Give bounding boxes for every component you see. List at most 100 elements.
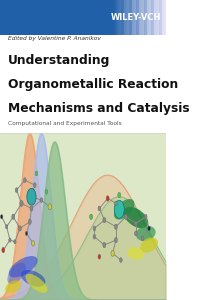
Bar (121, 0, 123, 34)
Circle shape (15, 188, 18, 193)
Circle shape (118, 192, 121, 198)
Text: WILEY-VCH: WILEY-VCH (110, 13, 161, 22)
Ellipse shape (21, 270, 45, 287)
Bar (150, 0, 151, 34)
Text: Understanding: Understanding (8, 54, 111, 67)
Circle shape (106, 196, 109, 201)
Ellipse shape (25, 274, 47, 293)
Bar (151, 0, 153, 34)
Bar (130, 0, 132, 34)
Bar (141, 0, 142, 34)
Ellipse shape (9, 256, 38, 278)
Bar (0, 0, 113, 34)
Bar (128, 0, 129, 34)
Bar (135, 0, 136, 34)
Ellipse shape (7, 262, 26, 284)
Circle shape (12, 214, 15, 219)
Circle shape (114, 200, 124, 218)
Bar (127, 0, 128, 34)
Circle shape (48, 204, 51, 210)
Bar (164, 0, 165, 34)
Bar (0, 134, 166, 300)
Circle shape (114, 237, 117, 243)
Bar (114, 0, 115, 34)
Bar (149, 0, 150, 34)
Circle shape (148, 226, 150, 231)
Bar (155, 0, 156, 34)
Bar (154, 0, 155, 34)
Circle shape (32, 241, 35, 246)
Bar (120, 0, 121, 34)
Ellipse shape (5, 280, 21, 293)
Bar (119, 0, 120, 34)
Circle shape (0, 214, 3, 219)
Bar (122, 0, 124, 34)
Text: Organometallic Reaction: Organometallic Reaction (8, 78, 179, 91)
Bar (160, 0, 162, 34)
Circle shape (45, 189, 48, 194)
Bar (123, 0, 124, 34)
Bar (138, 0, 139, 34)
Ellipse shape (136, 226, 156, 241)
Text: Edited by Valentine P. Ananikov: Edited by Valentine P. Ananikov (8, 36, 101, 41)
Circle shape (25, 231, 28, 236)
Circle shape (124, 214, 127, 219)
Bar (142, 0, 143, 34)
Bar (117, 0, 118, 34)
Circle shape (27, 188, 36, 205)
Circle shape (18, 226, 21, 231)
Bar (137, 0, 139, 34)
Text: Computational and Experimental Tools: Computational and Experimental Tools (8, 122, 122, 127)
Bar (131, 0, 132, 34)
Text: Mechanisms and Catalysis: Mechanisms and Catalysis (8, 102, 190, 115)
Circle shape (114, 224, 117, 230)
Bar (153, 0, 154, 34)
Bar (118, 0, 119, 34)
Bar (129, 0, 130, 34)
Bar (125, 0, 126, 34)
Bar (165, 0, 166, 34)
Circle shape (40, 198, 43, 203)
Ellipse shape (123, 207, 148, 228)
Circle shape (93, 226, 96, 231)
Circle shape (134, 231, 137, 236)
Circle shape (90, 214, 93, 219)
Bar (159, 0, 160, 34)
Circle shape (35, 171, 38, 176)
Bar (151, 0, 152, 34)
Circle shape (20, 200, 23, 206)
Bar (146, 0, 147, 34)
Circle shape (14, 240, 16, 244)
Circle shape (98, 254, 101, 259)
Circle shape (120, 258, 122, 262)
Bar (156, 0, 157, 34)
Bar (116, 0, 117, 34)
Circle shape (33, 183, 36, 188)
Circle shape (9, 238, 11, 242)
Bar (136, 0, 137, 34)
Bar (113, 0, 114, 34)
Bar (114, 0, 116, 34)
Bar (136, 0, 138, 34)
Bar (143, 0, 144, 34)
Circle shape (98, 206, 101, 211)
Circle shape (134, 221, 137, 226)
Circle shape (30, 206, 33, 211)
Bar (152, 0, 154, 34)
Circle shape (111, 250, 114, 256)
Bar (132, 0, 133, 34)
Bar (145, 0, 147, 34)
Bar (134, 0, 135, 34)
Bar (144, 0, 146, 34)
Bar (115, 0, 116, 34)
Circle shape (28, 219, 31, 224)
Bar (161, 0, 162, 34)
Bar (140, 0, 141, 34)
Bar (157, 0, 158, 34)
Circle shape (103, 218, 106, 223)
Bar (163, 0, 164, 34)
Bar (129, 0, 131, 34)
Bar (124, 0, 125, 34)
Bar (147, 0, 148, 34)
Circle shape (2, 247, 5, 253)
